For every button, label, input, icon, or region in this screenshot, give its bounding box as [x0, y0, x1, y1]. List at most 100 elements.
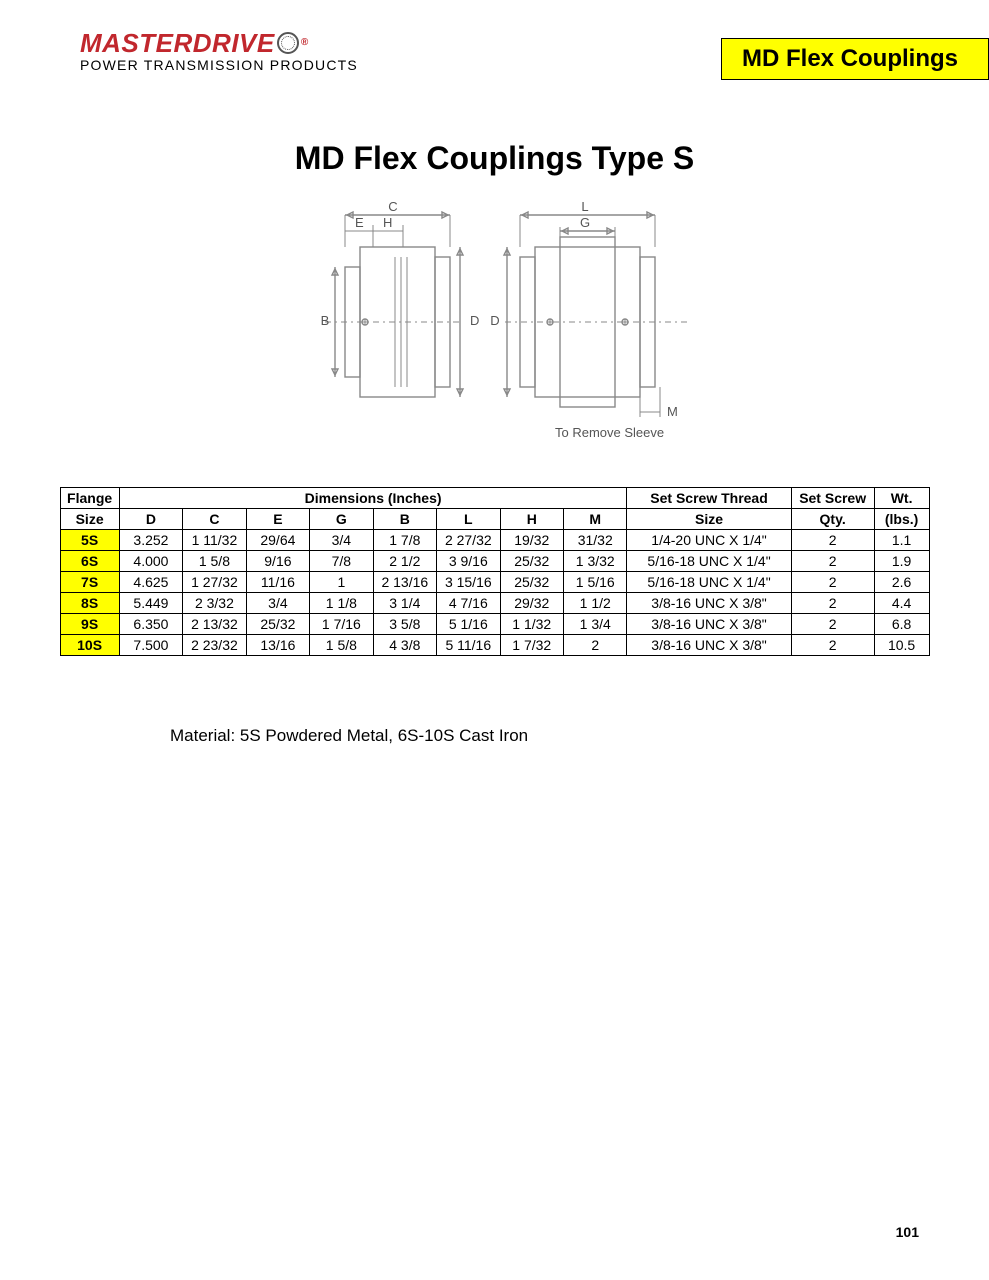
- cell-m: 2: [564, 635, 627, 656]
- dim-label-c: C: [388, 199, 397, 214]
- diagram-note: To Remove Sleeve: [555, 425, 664, 440]
- cell-flange: 7S: [60, 572, 119, 593]
- hdr-e: E: [246, 509, 309, 530]
- cell-e: 3/4: [246, 593, 309, 614]
- cell-h: 1 7/32: [500, 635, 563, 656]
- brand-logo: MASTERDRIVE ® POWER TRANSMISSION PRODUCT…: [80, 30, 358, 72]
- cell-c: 1 27/32: [183, 572, 246, 593]
- cell-qty: 2: [791, 635, 874, 656]
- cell-b: 3 1/4: [373, 593, 436, 614]
- cell-l: 5 1/16: [437, 614, 500, 635]
- cell-thread: 3/8-16 UNC X 3/8": [627, 593, 791, 614]
- cell-h: 1 1/32: [500, 614, 563, 635]
- coupling-diagram: C E H B D L G: [295, 197, 695, 457]
- dim-label-b: B: [320, 313, 329, 328]
- cell-e: 11/16: [246, 572, 309, 593]
- dim-label-l: L: [581, 199, 588, 214]
- cell-wt: 4.4: [874, 593, 929, 614]
- dim-label-m: M: [667, 404, 678, 419]
- cell-l: 2 27/32: [437, 530, 500, 551]
- cell-wt: 10.5: [874, 635, 929, 656]
- cell-m: 31/32: [564, 530, 627, 551]
- hdr-m: M: [564, 509, 627, 530]
- cell-flange: 10S: [60, 635, 119, 656]
- table-row: 8S5.4492 3/323/41 1/83 1/44 7/1629/321 1…: [60, 593, 929, 614]
- hdr-h: H: [500, 509, 563, 530]
- cell-c: 2 23/32: [183, 635, 246, 656]
- page-title: MD Flex Couplings Type S: [0, 140, 989, 177]
- cell-thread: 3/8-16 UNC X 3/8": [627, 635, 791, 656]
- cell-e: 29/64: [246, 530, 309, 551]
- cell-qty: 2: [791, 593, 874, 614]
- dimensions-table-container: Flange Dimensions (Inches) Set Screw Thr…: [60, 487, 930, 656]
- hdr-thread-bottom: Size: [627, 509, 791, 530]
- brand-tagline: POWER TRANSMISSION PRODUCTS: [80, 58, 358, 72]
- hdr-flange-top: Flange: [60, 488, 119, 509]
- cell-flange: 8S: [60, 593, 119, 614]
- table-row: 7S4.6251 27/3211/1612 13/163 15/1625/321…: [60, 572, 929, 593]
- hdr-c: C: [183, 509, 246, 530]
- dim-label-g: G: [579, 215, 589, 230]
- cell-e: 9/16: [246, 551, 309, 572]
- cell-c: 1 11/32: [183, 530, 246, 551]
- cell-d: 4.625: [119, 572, 182, 593]
- cell-d: 7.500: [119, 635, 182, 656]
- cell-thread: 5/16-18 UNC X 1/4": [627, 551, 791, 572]
- hdr-qty-bottom: Qty.: [791, 509, 874, 530]
- cell-c: 2 13/32: [183, 614, 246, 635]
- hdr-dimensions: Dimensions (Inches): [119, 488, 627, 509]
- dimensions-table: Flange Dimensions (Inches) Set Screw Thr…: [60, 487, 930, 656]
- cell-d: 5.449: [119, 593, 182, 614]
- cell-qty: 2: [791, 614, 874, 635]
- cell-b: 4 3/8: [373, 635, 436, 656]
- cell-wt: 6.8: [874, 614, 929, 635]
- cell-thread: 5/16-18 UNC X 1/4": [627, 572, 791, 593]
- cell-b: 3 5/8: [373, 614, 436, 635]
- cell-l: 5 11/16: [437, 635, 500, 656]
- cell-m: 1 3/4: [564, 614, 627, 635]
- cell-l: 3 15/16: [437, 572, 500, 593]
- cell-flange: 6S: [60, 551, 119, 572]
- diagram-container: C E H B D L G: [0, 197, 989, 457]
- cell-c: 1 5/8: [183, 551, 246, 572]
- cell-h: 29/32: [500, 593, 563, 614]
- cell-m: 1 5/16: [564, 572, 627, 593]
- cell-g: 1 1/8: [310, 593, 373, 614]
- cell-d: 4.000: [119, 551, 182, 572]
- cell-wt: 2.6: [874, 572, 929, 593]
- cell-m: 1 1/2: [564, 593, 627, 614]
- cell-g: 1: [310, 572, 373, 593]
- page-number: 101: [896, 1224, 919, 1240]
- table-row: 9S6.3502 13/3225/321 7/163 5/85 1/161 1/…: [60, 614, 929, 635]
- cell-e: 13/16: [246, 635, 309, 656]
- cell-m: 1 3/32: [564, 551, 627, 572]
- brand-name-line: MASTERDRIVE ®: [80, 30, 358, 56]
- cell-h: 19/32: [500, 530, 563, 551]
- table-row: 6S4.0001 5/89/167/82 1/23 9/1625/321 3/3…: [60, 551, 929, 572]
- cell-h: 25/32: [500, 551, 563, 572]
- registered-mark: ®: [301, 38, 309, 48]
- cell-qty: 2: [791, 572, 874, 593]
- cell-thread: 3/8-16 UNC X 3/8": [627, 614, 791, 635]
- wheel-icon: [277, 32, 299, 54]
- dim-label-h: H: [383, 215, 392, 230]
- hdr-flange-bottom: Size: [60, 509, 119, 530]
- cell-g: 1 5/8: [310, 635, 373, 656]
- cell-l: 4 7/16: [437, 593, 500, 614]
- cell-b: 2 13/16: [373, 572, 436, 593]
- dim-label-d-left: D: [470, 313, 479, 328]
- cell-wt: 1.1: [874, 530, 929, 551]
- hdr-thread-top: Set Screw Thread: [627, 488, 791, 509]
- cell-flange: 9S: [60, 614, 119, 635]
- cell-e: 25/32: [246, 614, 309, 635]
- cell-qty: 2: [791, 530, 874, 551]
- section-banner: MD Flex Couplings: [721, 38, 989, 80]
- cell-b: 2 1/2: [373, 551, 436, 572]
- cell-wt: 1.9: [874, 551, 929, 572]
- page-header: MASTERDRIVE ® POWER TRANSMISSION PRODUCT…: [0, 30, 989, 80]
- table-body: 5S3.2521 11/3229/643/41 7/82 27/3219/323…: [60, 530, 929, 656]
- cell-thread: 1/4-20 UNC X 1/4": [627, 530, 791, 551]
- cell-flange: 5S: [60, 530, 119, 551]
- cell-b: 1 7/8: [373, 530, 436, 551]
- cell-g: 1 7/16: [310, 614, 373, 635]
